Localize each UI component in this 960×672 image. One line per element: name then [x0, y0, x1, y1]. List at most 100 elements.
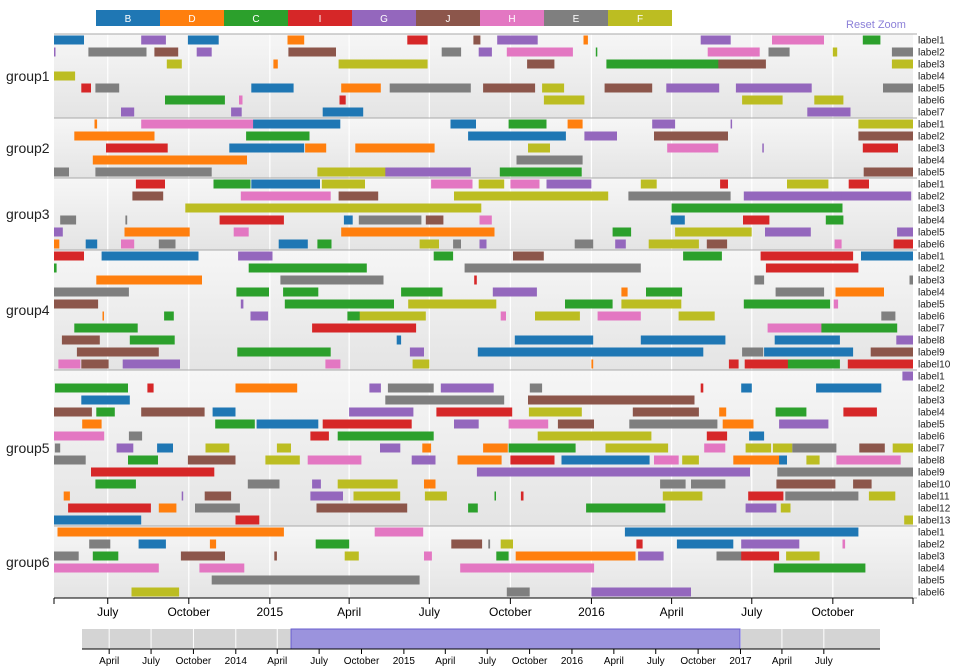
timeline-bar[interactable]: [265, 455, 300, 465]
timeline-bar[interactable]: [542, 83, 565, 93]
timeline-bar[interactable]: [488, 539, 491, 549]
timeline-bar[interactable]: [896, 335, 913, 345]
timeline-bar[interactable]: [605, 443, 669, 453]
timeline-bar[interactable]: [158, 239, 176, 249]
timeline-bar[interactable]: [359, 311, 426, 321]
timeline-bar[interactable]: [337, 479, 398, 489]
timeline-bar[interactable]: [85, 239, 98, 249]
timeline-bar[interactable]: [343, 215, 353, 225]
timeline-bar[interactable]: [629, 419, 718, 429]
timeline-bar[interactable]: [557, 419, 594, 429]
timeline-bar[interactable]: [321, 179, 365, 189]
timeline-bar[interactable]: [273, 59, 278, 69]
timeline-bar[interactable]: [212, 407, 236, 417]
timeline-bar[interactable]: [231, 107, 242, 117]
timeline-bar[interactable]: [683, 251, 722, 261]
timeline-bar[interactable]: [764, 347, 854, 357]
timeline-bar[interactable]: [101, 251, 199, 261]
timeline-bar[interactable]: [247, 479, 280, 489]
timeline-bar[interactable]: [94, 119, 98, 129]
timeline-bar[interactable]: [706, 431, 728, 441]
timeline-bar[interactable]: [355, 143, 435, 153]
timeline-bar[interactable]: [91, 467, 215, 477]
timeline-bar[interactable]: [316, 503, 408, 513]
timeline-bar[interactable]: [185, 203, 482, 213]
timeline-bar[interactable]: [238, 251, 273, 261]
timeline-bar[interactable]: [652, 119, 676, 129]
timeline-bar[interactable]: [181, 491, 184, 501]
timeline-bar[interactable]: [307, 455, 362, 465]
timeline-bar[interactable]: [473, 35, 481, 45]
timeline-bar[interactable]: [773, 563, 866, 573]
timeline-bar[interactable]: [251, 83, 294, 93]
timeline-bar[interactable]: [248, 263, 367, 273]
overview-brush[interactable]: April July October 2014 April July October 2015…: [82, 628, 880, 667]
timeline-bar[interactable]: [54, 251, 84, 261]
timeline-bar[interactable]: [733, 455, 782, 465]
timeline-bar[interactable]: [180, 551, 225, 561]
timeline-bar[interactable]: [704, 443, 726, 453]
timeline-bar[interactable]: [646, 287, 683, 297]
timeline-bar[interactable]: [894, 359, 914, 369]
timeline-bar[interactable]: [700, 383, 704, 393]
timeline-bar[interactable]: [506, 587, 530, 597]
timeline-bar[interactable]: [719, 407, 727, 417]
timeline-bar[interactable]: [632, 407, 699, 417]
timeline-bar[interactable]: [862, 143, 898, 153]
timeline-bar[interactable]: [786, 551, 820, 561]
timeline-bar[interactable]: [141, 35, 166, 45]
timeline-bar[interactable]: [468, 131, 566, 141]
timeline-bar[interactable]: [408, 299, 497, 309]
timeline-bar[interactable]: [510, 179, 540, 189]
timeline-bar[interactable]: [312, 323, 417, 333]
timeline-bar[interactable]: [129, 335, 175, 345]
timeline-bar[interactable]: [479, 239, 487, 249]
timeline-bar[interactable]: [741, 539, 800, 549]
timeline-bar[interactable]: [284, 299, 394, 309]
timeline-bar[interactable]: [762, 143, 764, 153]
timeline-bar[interactable]: [131, 587, 180, 597]
timeline-bar[interactable]: [528, 395, 695, 405]
timeline-bar[interactable]: [246, 131, 310, 141]
timeline-bar[interactable]: [843, 407, 877, 417]
legend-swatch-h[interactable]: [480, 10, 544, 26]
timeline-bar[interactable]: [96, 275, 202, 285]
timeline-bar[interactable]: [787, 179, 829, 189]
timeline-bar[interactable]: [666, 83, 720, 93]
timeline-bar[interactable]: [92, 155, 247, 165]
timeline-bar[interactable]: [691, 479, 726, 489]
legend-swatch-j[interactable]: [416, 10, 480, 26]
timeline-bar[interactable]: [165, 95, 225, 105]
timeline-bar[interactable]: [219, 215, 284, 225]
timeline-bar[interactable]: [89, 539, 111, 549]
timeline-bar[interactable]: [339, 95, 346, 105]
timeline-bar[interactable]: [506, 47, 573, 57]
timeline-bar[interactable]: [451, 539, 483, 549]
timeline-bar[interactable]: [597, 311, 641, 321]
timeline-bar[interactable]: [767, 323, 823, 333]
timeline-bar[interactable]: [565, 299, 613, 309]
timeline-bar[interactable]: [477, 347, 704, 357]
timeline-bar[interactable]: [881, 311, 896, 321]
timeline-bar[interactable]: [612, 227, 632, 237]
timeline-bar[interactable]: [344, 551, 359, 561]
timeline-bar[interactable]: [135, 179, 165, 189]
timeline-bar[interactable]: [353, 491, 401, 501]
timeline-bar[interactable]: [76, 347, 159, 357]
timeline-bar[interactable]: [515, 551, 636, 561]
timeline-bar[interactable]: [317, 239, 332, 249]
timeline-bar[interactable]: [833, 299, 839, 309]
timeline-bar[interactable]: [280, 275, 384, 285]
timeline-bar[interactable]: [742, 95, 783, 105]
timeline-bar[interactable]: [479, 215, 492, 225]
timeline-bar[interactable]: [514, 335, 594, 345]
legend-swatch-c[interactable]: [224, 10, 288, 26]
timeline-bar[interactable]: [742, 347, 764, 357]
timeline-bar[interactable]: [441, 47, 462, 57]
timeline-bar[interactable]: [636, 539, 643, 549]
timeline-bar[interactable]: [240, 299, 244, 309]
timeline-bar[interactable]: [54, 47, 56, 57]
timeline-bar[interactable]: [187, 35, 219, 45]
timeline-bar[interactable]: [543, 95, 585, 105]
timeline-bar[interactable]: [730, 119, 733, 129]
